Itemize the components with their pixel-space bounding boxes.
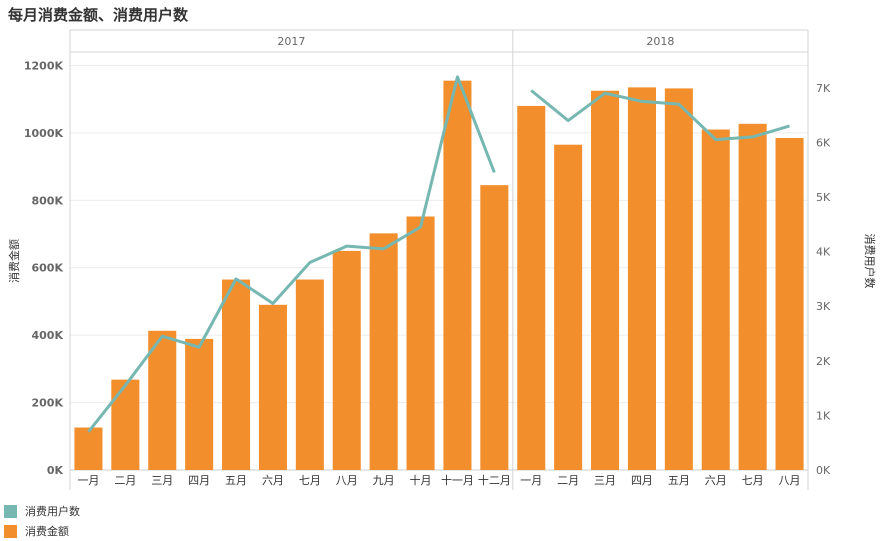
bar [222, 279, 251, 470]
x-tick-label: 六月 [262, 474, 284, 487]
year-header: 2018 [646, 35, 674, 48]
x-tick-label: 七月 [742, 474, 764, 487]
x-tick-label: 三月 [151, 474, 173, 487]
y-left-tick-label: 800K [32, 194, 64, 207]
bar [406, 216, 435, 470]
y-right-tick-label: 1K [816, 409, 831, 422]
x-tick-label: 十月 [410, 473, 432, 487]
x-tick-label: 八月 [779, 474, 801, 487]
bar [332, 250, 361, 470]
x-tick-label: 六月 [705, 474, 727, 487]
legend-swatch-users [4, 504, 17, 518]
bar-series [74, 80, 804, 471]
bar [148, 330, 177, 470]
y-right-tick-label: 6K [816, 136, 831, 149]
x-tick-label: 五月 [225, 474, 247, 487]
y-left-tick-label: 600K [32, 262, 64, 275]
bar [591, 90, 620, 471]
bar [369, 233, 398, 470]
y-right-tick-label: 4K [816, 246, 831, 259]
y-right-tick-label: 3K [816, 300, 831, 313]
chart-frame [69, 29, 809, 490]
x-tick-label: 二月 [557, 474, 579, 487]
x-tick-label: 八月 [336, 474, 358, 487]
x-tick-label: 一月 [520, 474, 542, 487]
x-tick-label: 一月 [77, 474, 99, 487]
legend-swatch-amount [4, 524, 17, 538]
series-line [87, 75, 496, 433]
axis-labels: 2017 2018 0K 200K 400K 600K 800K 1000K 1200K 0K 1K… [7, 35, 877, 487]
legend-item-users[interactable]: 消费用户数 [4, 501, 80, 521]
y-left-axis-title: 消费金额 [7, 239, 21, 283]
chart-canvas: 2017 2018 0K 200K 400K 600K 800K 1000K 1200K 0K 1K… [7, 29, 877, 490]
bar [74, 427, 103, 470]
chart-title: 每月消费金额、消费用户数 [8, 6, 189, 24]
legend: 消费用户数 消费金额 [4, 501, 80, 541]
bar [111, 379, 140, 470]
y-right-tick-label: 5K [816, 191, 831, 204]
bar [480, 185, 509, 470]
bar [664, 88, 693, 471]
bar [701, 129, 730, 470]
line-series [87, 75, 790, 433]
y-right-axis-title: 消费用户数 [863, 234, 877, 289]
bar [554, 144, 583, 471]
x-tick-label: 十一月 [441, 473, 474, 487]
y-left-tick-label: 1200K [24, 59, 64, 72]
x-tick-label: 二月 [114, 474, 136, 487]
bar [258, 304, 287, 470]
y-left-tick-label: 400K [32, 329, 64, 342]
y-right-tick-label: 2K [816, 355, 831, 368]
y-left-tick-label: 1000K [24, 127, 64, 140]
bar [295, 279, 324, 470]
x-tick-label: 九月 [373, 474, 395, 487]
bar [738, 123, 767, 471]
bar [775, 137, 804, 471]
year-header: 2017 [277, 35, 305, 48]
x-tick-label: 五月 [668, 474, 690, 487]
bar [443, 80, 472, 470]
legend-item-amount[interactable]: 消费金额 [4, 521, 80, 541]
x-tick-label: 十二月 [478, 473, 511, 487]
y-left-tick-label: 200K [32, 397, 64, 410]
x-tick-label: 七月 [299, 474, 321, 487]
gridlines [70, 64, 808, 404]
legend-label-amount: 消费金额 [25, 525, 69, 538]
x-tick-label: 四月 [188, 474, 210, 487]
y-right-tick-label: 7K [816, 82, 831, 95]
bar [517, 105, 546, 470]
x-tick-label: 四月 [631, 474, 653, 487]
bar [627, 87, 656, 470]
x-tick-label: 三月 [594, 474, 616, 487]
legend-label-users: 消费用户数 [25, 505, 80, 518]
y-left-tick-label: 0K [47, 464, 64, 477]
series-line [530, 89, 790, 142]
bar [185, 338, 214, 470]
y-right-tick-label: 0K [816, 464, 831, 477]
